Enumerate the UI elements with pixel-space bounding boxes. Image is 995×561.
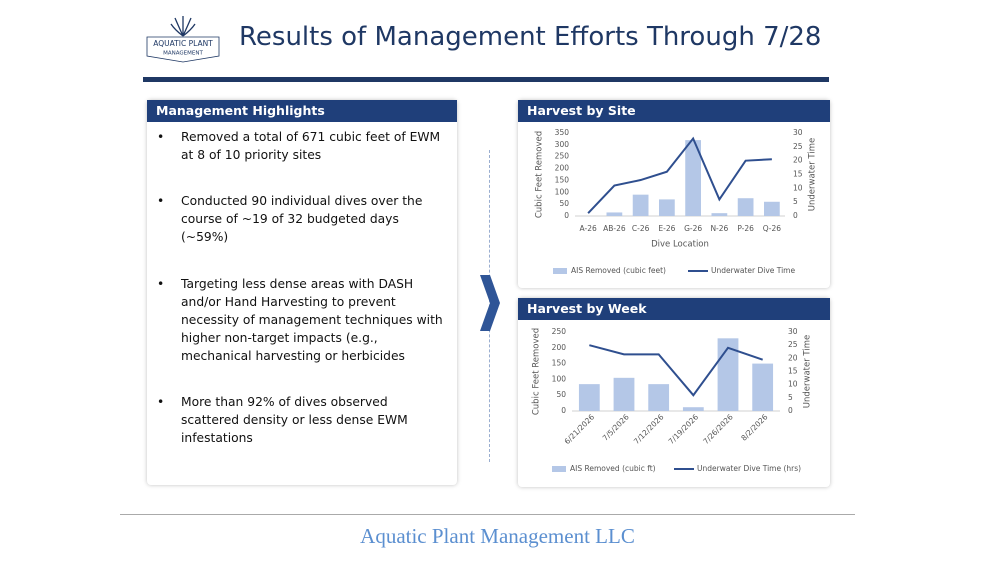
y2-tick-label: 10 bbox=[793, 183, 803, 192]
x-tick-label: N-26 bbox=[710, 224, 728, 233]
bar bbox=[685, 140, 701, 216]
y2-tick-label: 0 bbox=[793, 211, 798, 220]
y-tick-label: 150 bbox=[555, 175, 570, 184]
chart-panel: Harvest by Week bbox=[518, 298, 830, 487]
legend-swatch bbox=[552, 466, 566, 472]
x-tick-label: AB-26 bbox=[603, 224, 626, 233]
highlight-item: Conducted 90 individual dives over the c… bbox=[147, 192, 447, 246]
x-tick-label: A-26 bbox=[580, 224, 597, 233]
line bbox=[587, 136, 772, 214]
y2-tick-label: 25 bbox=[793, 142, 803, 151]
bar bbox=[737, 198, 754, 216]
logo: AQUATIC PLANT MANAGEMENT bbox=[145, 10, 221, 64]
y2-tick-label: 30 bbox=[788, 327, 798, 336]
y-tick-label: 50 bbox=[556, 390, 566, 399]
y2-tick-label: 15 bbox=[793, 170, 803, 179]
logo-icon: AQUATIC PLANT MANAGEMENT bbox=[146, 16, 220, 63]
highlight-item: Removed a total of 671 cubic feet of EWM… bbox=[147, 128, 447, 164]
slide-title: Results of Management Efforts Through 7/… bbox=[239, 22, 822, 52]
chart-title: Harvest by Site bbox=[518, 100, 830, 122]
y-tick-label: 200 bbox=[552, 343, 567, 352]
legend-swatch bbox=[553, 268, 567, 274]
y2-tick-label: 25 bbox=[788, 340, 798, 349]
x-axis-title: Dive Location bbox=[651, 240, 709, 250]
bar bbox=[711, 213, 728, 216]
x-tick-label: 7/19/2026 bbox=[667, 412, 701, 446]
x-tick-label: G-26 bbox=[684, 224, 702, 233]
y2-tick-label: 10 bbox=[788, 380, 798, 389]
y2-tick-label: 0 bbox=[788, 406, 793, 415]
highlight-item: More than 92% of dives observed scattere… bbox=[147, 393, 447, 447]
chevron bbox=[480, 275, 500, 331]
bar bbox=[764, 201, 780, 216]
highlights-panel: Management Highlights Removed a total of… bbox=[147, 100, 457, 485]
y-tick-label: 100 bbox=[552, 374, 567, 383]
x-tick-label: 6/21/2026 bbox=[563, 412, 597, 446]
x-tick-label: E-26 bbox=[658, 224, 675, 233]
legend-label: AIS Removed (cubic feet) bbox=[571, 266, 666, 275]
y2-tick-label: 15 bbox=[788, 367, 798, 376]
highlight-item: Targeting less dense areas with DASH and… bbox=[147, 275, 447, 365]
logo-line2: MANAGEMENT bbox=[163, 51, 203, 57]
y-tick-label: 0 bbox=[561, 406, 566, 415]
y2-axis-title: Underwater Time bbox=[808, 138, 818, 211]
y-tick-label: 150 bbox=[552, 359, 567, 368]
y-tick-label: 300 bbox=[555, 140, 570, 149]
x-tick-label: 8/2/2026 bbox=[739, 412, 769, 442]
y-tick-label: 200 bbox=[555, 164, 570, 173]
logo-line1: AQUATIC PLANT bbox=[153, 39, 213, 48]
footer-rule bbox=[120, 514, 855, 515]
y-axis-title: Cubic Feet Removed bbox=[535, 131, 545, 218]
bar bbox=[752, 363, 774, 411]
y-tick-label: 250 bbox=[552, 327, 567, 336]
x-tick-label: Q-26 bbox=[763, 224, 782, 233]
title-rule bbox=[143, 77, 829, 82]
y2-tick-label: 30 bbox=[793, 128, 803, 137]
x-tick-label: 7/26/2026 bbox=[701, 412, 735, 446]
highlights-list: Removed a total of 671 cubic feet of EWM… bbox=[147, 128, 447, 447]
chart-title: Harvest by Week bbox=[518, 298, 830, 320]
y-axis-title: Cubic Feet Removed bbox=[532, 328, 542, 415]
y2-tick-label: 5 bbox=[793, 197, 798, 206]
y2-tick-label: 5 bbox=[788, 393, 793, 402]
x-tick-label: 7/5/2026 bbox=[601, 412, 631, 442]
footer: Aquatic Plant Management LLC bbox=[360, 524, 635, 548]
y-tick-label: 350 bbox=[555, 128, 570, 137]
y-tick-label: 100 bbox=[555, 187, 570, 196]
bar bbox=[659, 199, 675, 216]
legend-label: AIS Removed (cubic ft) bbox=[570, 464, 656, 473]
bar bbox=[682, 407, 704, 411]
x-tick-label: P-26 bbox=[737, 224, 754, 233]
chart-panel: Harvest by Site bbox=[518, 100, 830, 288]
y2-tick-label: 20 bbox=[793, 156, 803, 165]
bar bbox=[648, 384, 670, 411]
bar bbox=[613, 377, 635, 411]
bar bbox=[606, 212, 623, 216]
legend-label: Underwater Dive Time (hrs) bbox=[697, 464, 801, 473]
bar bbox=[578, 384, 600, 411]
y-tick-label: 250 bbox=[555, 152, 570, 161]
y2-axis-title: Underwater Time bbox=[803, 335, 813, 408]
bar bbox=[632, 194, 649, 216]
highlights-title: Management Highlights bbox=[147, 100, 457, 122]
x-tick-label: C-26 bbox=[632, 224, 650, 233]
x-tick-label: 7/12/2026 bbox=[632, 412, 666, 446]
y-tick-label: 0 bbox=[564, 211, 569, 220]
y2-tick-label: 20 bbox=[788, 353, 798, 362]
legend-label: Underwater Dive Time bbox=[711, 266, 795, 275]
line bbox=[589, 344, 763, 397]
y-tick-label: 50 bbox=[559, 199, 569, 208]
